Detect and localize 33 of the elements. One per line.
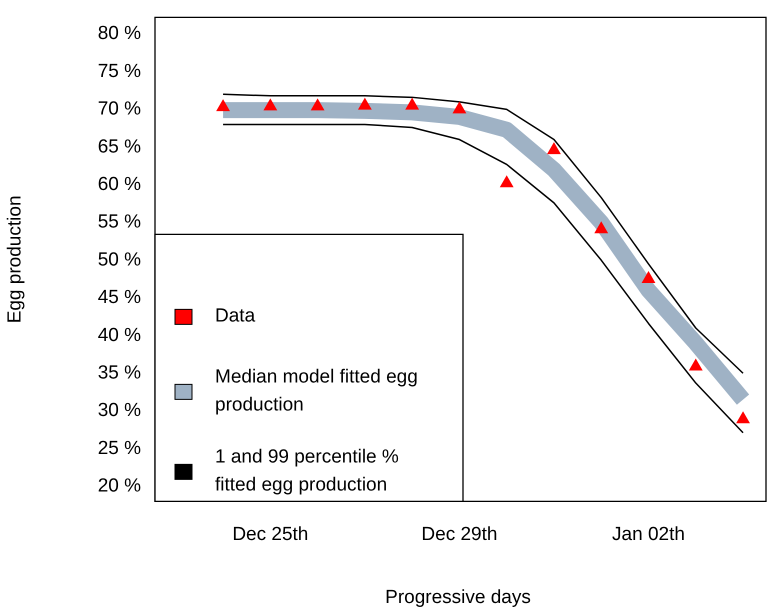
point bbox=[547, 142, 561, 154]
x-tick-label: Dec 29th bbox=[421, 524, 498, 546]
x-tick-label: Dec 25th bbox=[232, 524, 308, 546]
y-tick-label: 50 % bbox=[98, 249, 142, 270]
y-tick-label: 45 % bbox=[98, 287, 142, 308]
y-tick-label: 40 % bbox=[98, 324, 142, 346]
y-tick-label: 55 % bbox=[98, 212, 142, 233]
point bbox=[406, 98, 419, 110]
y-tick-label: 80 % bbox=[98, 23, 142, 44]
y-tick-label: 65 % bbox=[98, 136, 142, 158]
y-tick-label: 35 % bbox=[98, 362, 142, 384]
y-tick-label: 75 % bbox=[98, 60, 142, 82]
y-tick-label: 20 % bbox=[98, 476, 142, 497]
point bbox=[358, 98, 372, 110]
point bbox=[594, 222, 608, 234]
point bbox=[216, 100, 230, 112]
y-tick-label: 60 % bbox=[98, 174, 142, 195]
legend-label: Data bbox=[215, 306, 256, 327]
point bbox=[500, 176, 514, 188]
point bbox=[736, 412, 750, 424]
point bbox=[452, 102, 466, 114]
x-tick-label: Jan 02th bbox=[612, 524, 685, 546]
point bbox=[311, 98, 324, 110]
y-tick-label: 30 % bbox=[98, 400, 142, 422]
y-tick-label: 70 % bbox=[98, 98, 142, 120]
y-tick-label: 25 % bbox=[98, 438, 142, 459]
point bbox=[642, 272, 656, 283]
point bbox=[689, 358, 702, 370]
y-axis-title: Egg production bbox=[4, 195, 26, 324]
legend-label: Median model fitted egg production bbox=[215, 366, 418, 416]
legend-label: 1 and 99 percentile % fitted egg production bbox=[215, 446, 399, 496]
point bbox=[264, 98, 277, 110]
x-axis-title: Progressive days bbox=[385, 586, 531, 608]
